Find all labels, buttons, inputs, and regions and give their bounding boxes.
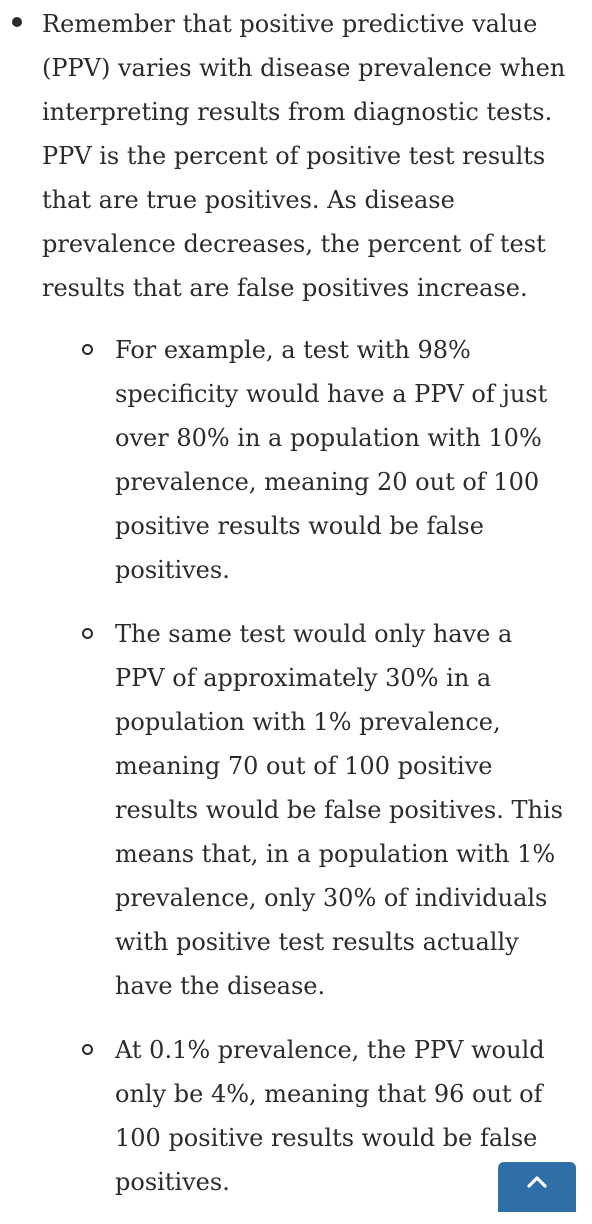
back-to-top-button[interactable] — [498, 1162, 576, 1212]
chevron-up-icon — [527, 1176, 547, 1188]
circle-bullet-icon — [82, 344, 93, 355]
nested-list-item-text: At 0.1% prevalence, the PPV would only b… — [115, 1036, 545, 1196]
nested-list-item: For example, a test with 98% specificity… — [42, 328, 568, 592]
bullet-icon — [12, 17, 22, 27]
nested-list-item-text: For example, a test with 98% specificity… — [115, 336, 548, 584]
nested-list-item: At 0.1% prevalence, the PPV would only b… — [42, 1028, 568, 1204]
nested-bullet-list: For example, a test with 98% specificity… — [42, 328, 568, 1204]
nested-list-item-text: The same test would only have a PPV of a… — [115, 620, 563, 1000]
nested-list-item: The same test would only have a PPV of a… — [42, 612, 568, 1008]
circle-bullet-icon — [82, 1044, 93, 1055]
list-item-text: Remember that positive predictive value … — [42, 10, 566, 302]
circle-bullet-icon — [82, 628, 93, 639]
